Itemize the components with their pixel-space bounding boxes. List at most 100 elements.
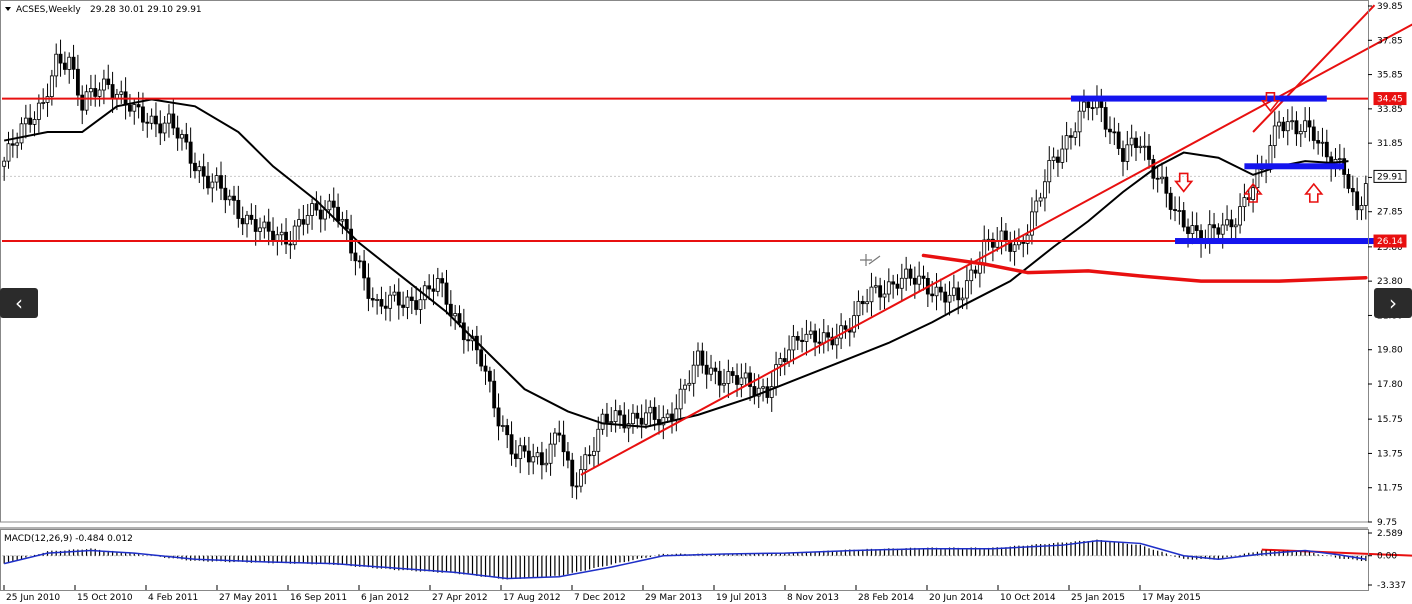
candle-body	[487, 370, 492, 382]
candle-body	[431, 288, 436, 292]
candle-body	[960, 297, 965, 301]
candle-body	[253, 219, 258, 232]
candle-body	[206, 175, 210, 189]
x-tick-label: 20 Jun 2014	[929, 593, 983, 603]
candle-body	[1134, 137, 1138, 148]
candle-body	[1324, 141, 1329, 158]
candle-body	[483, 365, 488, 372]
candle-body	[1303, 120, 1308, 132]
candle-body	[284, 231, 288, 245]
candle-body	[1350, 188, 1355, 193]
candle-body	[622, 414, 627, 429]
x-tick-label: 25 Jun 2010	[6, 593, 60, 603]
candle-body	[917, 275, 922, 285]
candle-body	[557, 432, 562, 436]
candle-body	[6, 143, 11, 162]
candle-body	[570, 459, 575, 487]
candle-body	[440, 278, 445, 284]
support-zone-bar	[1244, 163, 1345, 170]
candle-body	[561, 434, 566, 453]
candle-body	[466, 339, 471, 342]
candle-body	[288, 243, 293, 246]
candle-body	[912, 277, 917, 285]
candle-body	[409, 296, 414, 301]
candle-body	[860, 300, 865, 305]
y-tick-label: 39.85	[1377, 2, 1403, 12]
y-tick-label: 11.75	[1377, 484, 1403, 494]
candle-body	[1160, 176, 1164, 180]
candle-body	[1355, 191, 1360, 211]
candle-body	[279, 231, 284, 236]
moving-average	[3, 98, 1349, 428]
candle-body	[1363, 183, 1368, 206]
candle-body	[735, 375, 739, 385]
candle-body	[674, 408, 679, 421]
chevron-right-icon[interactable]: ›	[1374, 288, 1412, 318]
candle-body	[830, 336, 835, 346]
candle-body	[565, 451, 570, 461]
support-zone-bar	[1070, 95, 1327, 102]
candle-body	[1233, 224, 1238, 228]
x-tick-label: 27 Apr 2012	[432, 593, 488, 603]
x-tick-label: 10 Oct 2014	[1000, 593, 1056, 603]
candle-body	[1225, 219, 1229, 226]
candle-body	[149, 115, 154, 124]
candle-body	[509, 434, 514, 455]
grid-lines	[2, 175, 1368, 557]
candle-body	[232, 195, 236, 201]
candle-body	[973, 269, 978, 274]
candle-body	[969, 269, 974, 282]
arrow-up-icon	[1304, 182, 1324, 203]
candle-body	[249, 214, 254, 220]
candle-body	[579, 469, 583, 487]
candle-body	[145, 121, 150, 124]
candle-body	[1229, 219, 1234, 228]
x-tick-label: 29 Mar 2013	[645, 593, 702, 603]
triangle-down-icon[interactable]	[5, 7, 11, 11]
candle-body	[201, 166, 206, 177]
candle-body	[388, 294, 393, 309]
candle-body	[1164, 176, 1169, 194]
candle-body	[154, 115, 158, 125]
candle-body	[1216, 227, 1221, 235]
candle-body	[214, 175, 219, 183]
candle-body	[713, 367, 718, 372]
candle-body	[75, 68, 80, 96]
candle-body	[1337, 158, 1342, 161]
candle-body	[869, 286, 874, 303]
candle-body	[19, 123, 24, 144]
chart-drawings[interactable]	[2, 4, 1412, 563]
candle-body	[310, 203, 314, 216]
candle-body	[1242, 197, 1247, 208]
candle-body	[513, 453, 518, 460]
candle-body	[171, 113, 176, 129]
chevron-left-icon[interactable]: ‹	[0, 288, 38, 318]
candle-body	[132, 104, 137, 112]
candle-body	[1285, 121, 1290, 132]
candle-body	[479, 349, 484, 367]
price-label: 26.14	[1377, 237, 1403, 247]
x-tick-label: 8 Nov 2013	[787, 593, 839, 603]
candle-body	[652, 406, 657, 420]
candle-body	[587, 454, 592, 457]
candle-body	[635, 412, 640, 419]
candle-body	[2, 160, 7, 167]
candle-body	[1082, 101, 1086, 112]
candle-body	[236, 199, 241, 219]
candle-body	[1142, 145, 1147, 148]
y-tick-label: 25.80	[1377, 243, 1403, 253]
candle-body	[427, 285, 432, 290]
candle-body	[843, 325, 848, 330]
macd-tick-label: 2.589	[1377, 529, 1403, 539]
candle-body	[67, 56, 72, 70]
candle-body	[1168, 192, 1173, 210]
trend-line	[1252, 4, 1376, 133]
candle-body	[405, 296, 410, 308]
candle-body	[500, 425, 505, 427]
candle-body	[930, 293, 935, 297]
candle-body	[1038, 197, 1043, 202]
x-tick-label: 27 May 2011	[219, 593, 278, 603]
candle-body	[379, 299, 384, 307]
candle-body	[158, 123, 163, 134]
